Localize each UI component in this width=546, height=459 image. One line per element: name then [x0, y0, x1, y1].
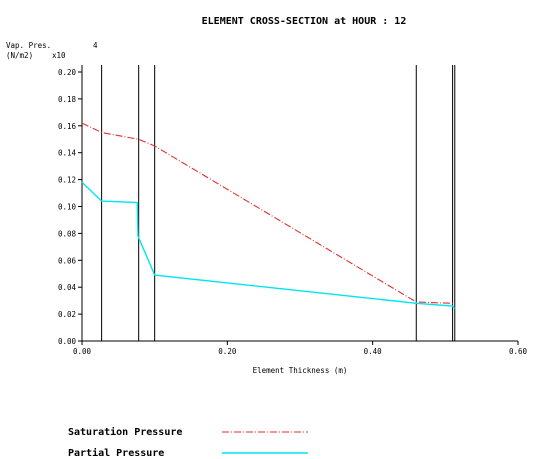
- y-tick-label: 0.08: [58, 229, 77, 238]
- y-tick-label: 0.04: [58, 283, 77, 292]
- x-axis-label: Element Thickness (m): [253, 366, 348, 375]
- legend: Saturation Pressure Partial Pressure: [68, 426, 308, 459]
- x-tick-label: 0.20: [218, 347, 237, 356]
- y-tick-label: 0.06: [58, 256, 77, 265]
- x-tick-label: 0.00: [73, 347, 92, 356]
- y-axis-label-line1: Vap. Pres.: [6, 41, 51, 50]
- series-lines: [81, 122, 456, 310]
- y-tick-label: 0.16: [58, 122, 77, 131]
- y-tick-label: 0.20: [58, 68, 77, 77]
- legend-label-saturation: Saturation Pressure: [68, 426, 182, 438]
- y-axis-label-line2: (N/m2): [6, 51, 33, 60]
- chart-title: ELEMENT CROSS-SECTION at HOUR : 12: [202, 16, 407, 27]
- y-tick-label: 0.00: [58, 337, 77, 346]
- y-axis-exponent: 4: [93, 41, 98, 50]
- y-axis-multiplier: x10: [52, 51, 66, 60]
- y-tick-label: 0.12: [58, 176, 76, 185]
- partial-pressure-line: [81, 181, 456, 310]
- y-tick-label: 0.14: [58, 149, 77, 158]
- saturation-pressure-line: [81, 122, 455, 304]
- y-tick-label: 0.02: [58, 310, 76, 319]
- axis-ticks: 0.00 0.02 0.04 0.06 0.08 0.10 0.12 0.14 0.16 0.18…: [58, 68, 528, 356]
- legend-label-partial: Partial Pressure: [68, 447, 164, 459]
- y-tick-label: 0.10: [58, 203, 77, 212]
- layer-boundaries: [81, 65, 456, 341]
- x-tick-label: 0.40: [364, 347, 383, 356]
- y-tick-label: 0.18: [58, 95, 77, 104]
- x-tick-label: 0.60: [509, 347, 528, 356]
